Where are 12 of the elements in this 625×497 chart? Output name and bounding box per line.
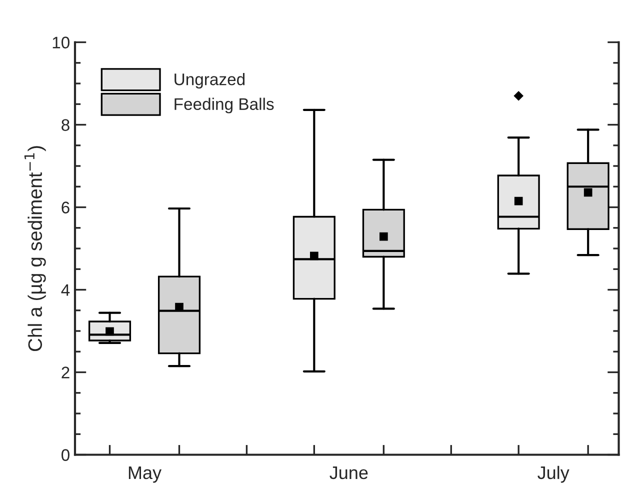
y-axis-title: Chl a (µg g sediment$^{−1}$): [24, 146, 46, 352]
y-tick-label: 6: [62, 202, 70, 214]
legend-label: Ungrazed: [174, 73, 245, 89]
y-tick-label: 10: [52, 36, 70, 48]
x-tick-label: May: [128, 466, 162, 483]
legend-label: Feeding Balls: [174, 98, 274, 114]
x-tick-label: July: [538, 466, 570, 483]
x-tick-label: June: [330, 466, 368, 480]
y-tick-label: 4: [61, 284, 70, 296]
y-tick-label: 2: [62, 366, 70, 378]
y-tick-label: 8: [62, 119, 70, 131]
y-tick-label: 0: [62, 449, 70, 461]
